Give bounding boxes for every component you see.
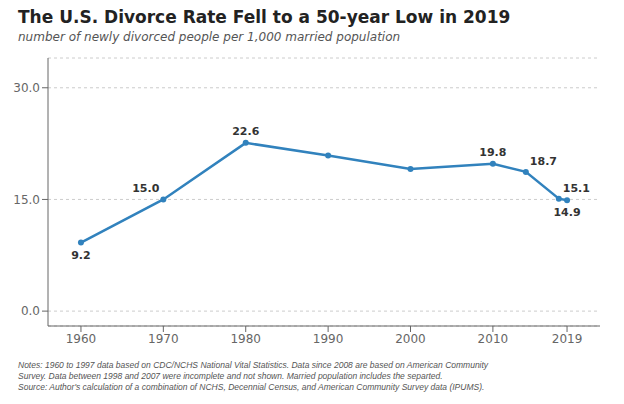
svg-text:15.0: 15.0	[13, 193, 40, 207]
svg-text:19.8: 19.8	[479, 146, 506, 159]
svg-text:22.6: 22.6	[232, 125, 259, 138]
svg-text:15.1: 15.1	[563, 182, 590, 195]
svg-text:2000: 2000	[395, 332, 426, 346]
svg-text:0.0: 0.0	[21, 304, 40, 318]
svg-text:1990: 1990	[313, 332, 344, 346]
svg-text:30.0: 30.0	[13, 81, 40, 95]
html-text:number of newly divorced peopl: number of newly divorced people per 1,00…	[18, 30, 401, 44]
svg-text:2010: 2010	[478, 332, 509, 346]
svg-text:15.0: 15.0	[132, 182, 159, 195]
svg-text:9.2: 9.2	[71, 249, 91, 262]
svg-text:18.7: 18.7	[530, 155, 557, 168]
svg-text:1980: 1980	[230, 332, 261, 346]
svg-text:1970: 1970	[148, 332, 179, 346]
svg-text:14.9: 14.9	[553, 206, 580, 219]
html-text:Source: Author's calculation o: Source: Author's calculation of a combin…	[18, 382, 485, 392]
html-text:The U.S. Divorce Rate Fell to: The U.S. Divorce Rate Fell to a 50-year …	[18, 7, 511, 27]
svg-text:2019: 2019	[552, 332, 583, 346]
html-text:Notes: 1960 to 1997 data based: Notes: 1960 to 1997 data based on CDC/NC…	[18, 360, 489, 370]
html-text:Survey. Data between 1998 and: Survey. Data between 1998 and 2007 were …	[18, 371, 443, 381]
svg-text:1960: 1960	[66, 332, 97, 346]
